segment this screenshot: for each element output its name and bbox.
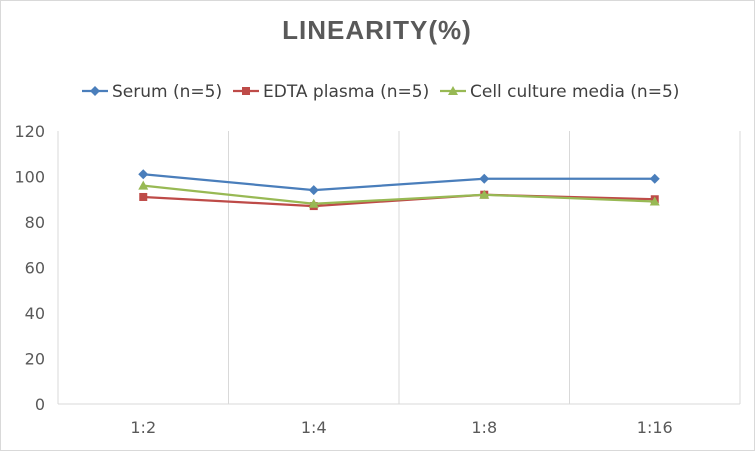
y-tick-label: 120	[14, 122, 45, 141]
legend-label: Serum (n=5)	[112, 82, 222, 102]
x-tick-label: 1:4	[301, 418, 327, 437]
legend-item: EDTA plasma (n=5)	[233, 82, 429, 102]
y-tick-label: 100	[14, 168, 45, 187]
legend-label: Cell culture media (n=5)	[470, 82, 679, 102]
x-tick-label: 1:16	[637, 418, 673, 437]
y-tick-label: 60	[25, 259, 45, 278]
y-tick-label: 0	[35, 395, 45, 414]
legend-item: Cell culture media (n=5)	[440, 82, 679, 102]
x-tick-label: 1:2	[130, 418, 156, 437]
series-cell-culture-media-n-5	[138, 180, 660, 208]
data-point	[90, 86, 100, 96]
series-line	[143, 184, 655, 205]
data-point	[242, 87, 250, 95]
data-point	[479, 173, 490, 184]
y-tick-label: 20	[25, 350, 45, 369]
axes: 0 20 40 60 80 100 120 1:2 1:4 1:8 1:16	[14, 122, 740, 437]
chart-title: LINEARITY(%)	[282, 15, 472, 45]
data-point	[649, 173, 660, 184]
data-point	[308, 198, 319, 208]
series-line	[143, 193, 655, 208]
data-point	[649, 196, 660, 206]
data-point	[139, 192, 148, 201]
y-tick-label: 40	[25, 304, 45, 323]
legend-label: EDTA plasma (n=5)	[263, 82, 429, 102]
data-point	[308, 185, 319, 196]
gridlines	[228, 131, 741, 404]
data-point	[448, 86, 458, 95]
data-point	[138, 180, 149, 190]
series-layer	[138, 169, 660, 211]
x-tick-label: 1:8	[471, 418, 497, 437]
data-point	[479, 189, 490, 199]
data-point	[138, 169, 149, 180]
legend: Serum (n=5) EDTA plasma (n=5) Cell culture…	[82, 82, 679, 102]
y-tick-label: 80	[25, 213, 45, 232]
series-serum-n-5	[138, 169, 660, 196]
legend-item: Serum (n=5)	[82, 82, 222, 102]
series-line	[143, 173, 655, 192]
